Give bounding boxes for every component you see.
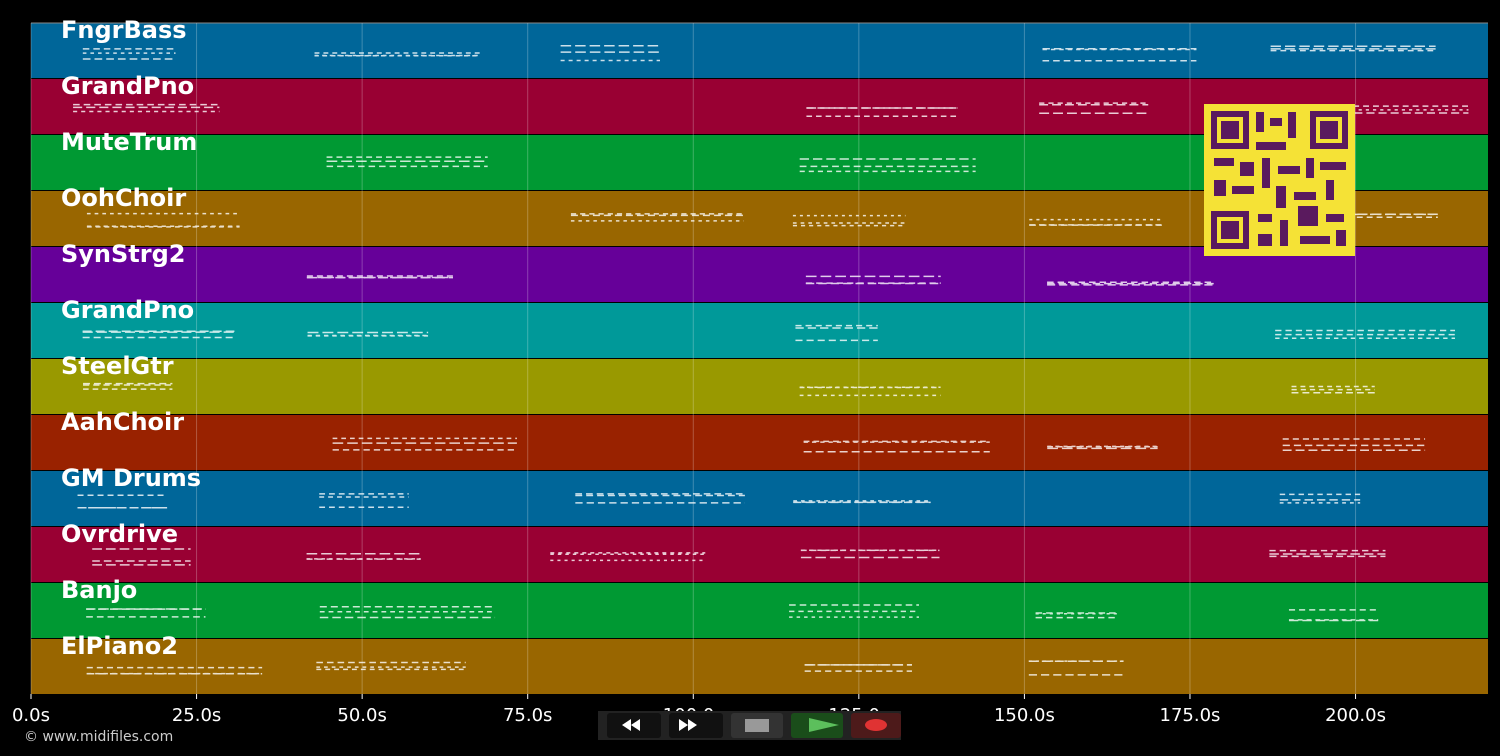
- rewind-button[interactable]: [607, 713, 661, 738]
- track-label: ElPiano2: [61, 632, 178, 660]
- tick-label: 50.0s: [337, 705, 386, 726]
- tick-label: 25.0s: [172, 705, 221, 726]
- stop-button[interactable]: [731, 713, 783, 738]
- track-label: OohChoir: [61, 184, 186, 212]
- record-button[interactable]: [851, 713, 901, 738]
- note-pattern: [306, 275, 1214, 286]
- track-lane: [31, 359, 1488, 414]
- note-pattern: [82, 45, 1436, 62]
- track-label: Banjo: [61, 576, 137, 604]
- track-label: SteelGtr: [61, 352, 174, 380]
- track-lane: [31, 23, 1488, 78]
- tick-label: 0.0s: [12, 705, 50, 726]
- note-pattern: [86, 604, 1379, 622]
- note-pattern: [86, 212, 1438, 228]
- fast-forward-button[interactable]: [669, 713, 723, 738]
- track-label: GM Drums: [61, 464, 201, 492]
- track-label: AahChoir: [61, 408, 184, 436]
- copyright: © www.midifiles.com: [24, 729, 173, 745]
- track-lane: [31, 471, 1488, 526]
- transport-controls: [598, 711, 901, 740]
- track-lane: [31, 639, 1488, 694]
- track-label: SynStrg2: [61, 240, 186, 268]
- track-label: GrandPno: [61, 296, 194, 324]
- track-lane: [31, 527, 1488, 582]
- track-label: MuteTrum: [61, 128, 197, 156]
- play-button[interactable]: [791, 713, 843, 738]
- track-label: Ovrdrive: [61, 520, 178, 548]
- tick-label: 75.0s: [503, 705, 552, 726]
- track-label: FngrBass: [61, 16, 187, 44]
- tick-label: 175.0s: [1160, 705, 1221, 726]
- track-label: GrandPno: [61, 72, 194, 100]
- track-lane: [31, 583, 1488, 638]
- track-labels: FngrBass GrandPno MuteTrum OohChoir SynStrg2…: [61, 16, 201, 660]
- note-pattern: [77, 493, 1361, 509]
- note-pattern: [326, 156, 976, 173]
- note-pattern: [332, 437, 1426, 453]
- time-grid: [30, 22, 1488, 694]
- track-lane: [31, 303, 1488, 358]
- note-pattern: [83, 382, 1375, 397]
- qr-modules: [1211, 111, 1348, 249]
- note-pattern: [92, 548, 1386, 566]
- track-lane: [31, 415, 1488, 470]
- tick-label: 150.0s: [994, 705, 1055, 726]
- track-lane: [31, 247, 1488, 302]
- note-pattern: [82, 324, 1456, 342]
- qr-code: [1204, 104, 1355, 256]
- note-pattern: [86, 660, 1124, 676]
- tick-label: 200.0s: [1325, 705, 1386, 726]
